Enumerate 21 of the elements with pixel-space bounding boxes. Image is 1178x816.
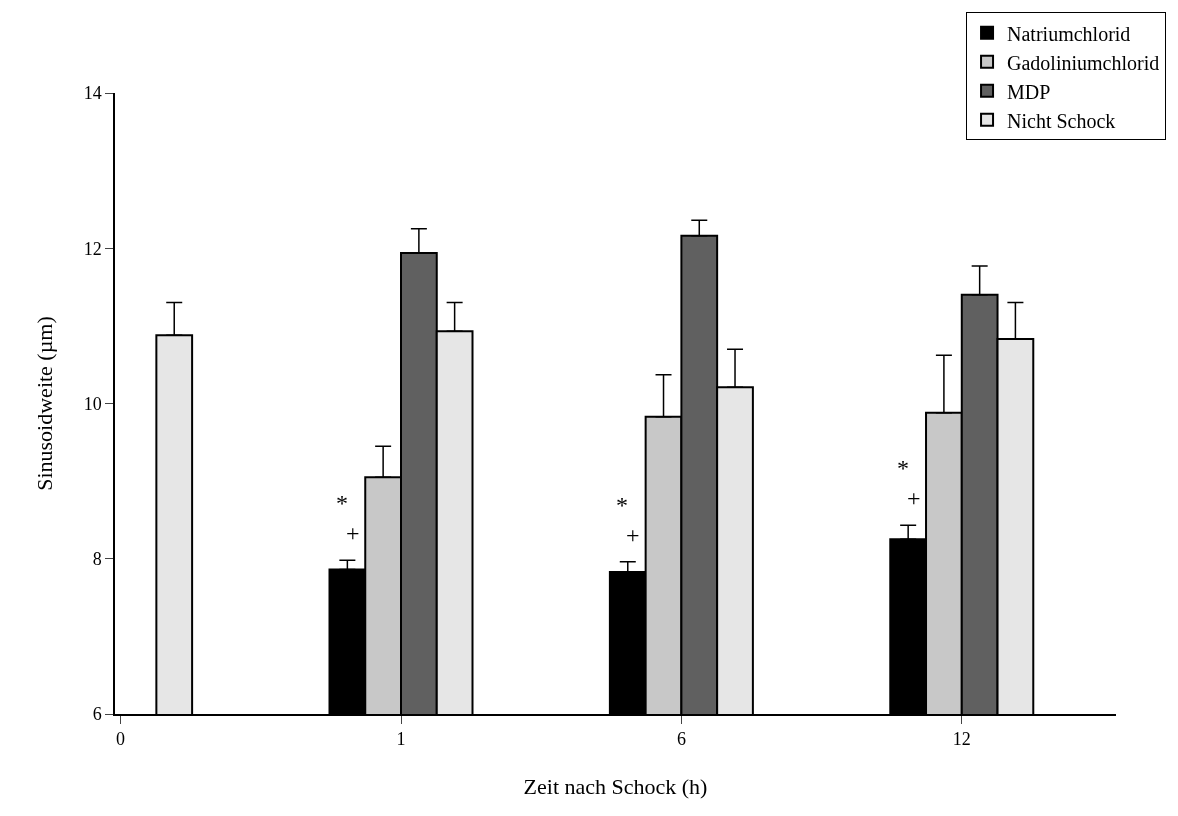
x-tick-label: 6 bbox=[676, 729, 686, 750]
annotation: * bbox=[336, 490, 348, 516]
y-tick-label: 14 bbox=[83, 83, 102, 104]
annotation: + bbox=[346, 520, 360, 546]
y-tick-label: 8 bbox=[92, 549, 102, 570]
x-tick-label: 12 bbox=[952, 729, 971, 750]
y-tick-label: 12 bbox=[83, 238, 102, 259]
annotation: * bbox=[616, 492, 628, 518]
legend-label: Natriumchlorid bbox=[1007, 22, 1131, 45]
legend-label: Nicht Schock bbox=[1007, 109, 1116, 132]
x-tick-label: 0 bbox=[116, 729, 126, 750]
y-tick-label: 10 bbox=[83, 393, 102, 414]
legend-label: Gadoliniumchlorid bbox=[1007, 51, 1160, 74]
y-axis-title: Sinusoidweite (µm) bbox=[31, 316, 57, 491]
y-tick-label: 6 bbox=[92, 704, 102, 725]
annotation: + bbox=[907, 485, 921, 511]
legend-label: MDP bbox=[1007, 80, 1051, 103]
annotation: + bbox=[626, 522, 640, 548]
x-tick-label: 1 bbox=[396, 729, 406, 750]
annotation: * bbox=[897, 455, 909, 481]
x-axis-title: Zeit nach Schock (h) bbox=[523, 773, 708, 799]
